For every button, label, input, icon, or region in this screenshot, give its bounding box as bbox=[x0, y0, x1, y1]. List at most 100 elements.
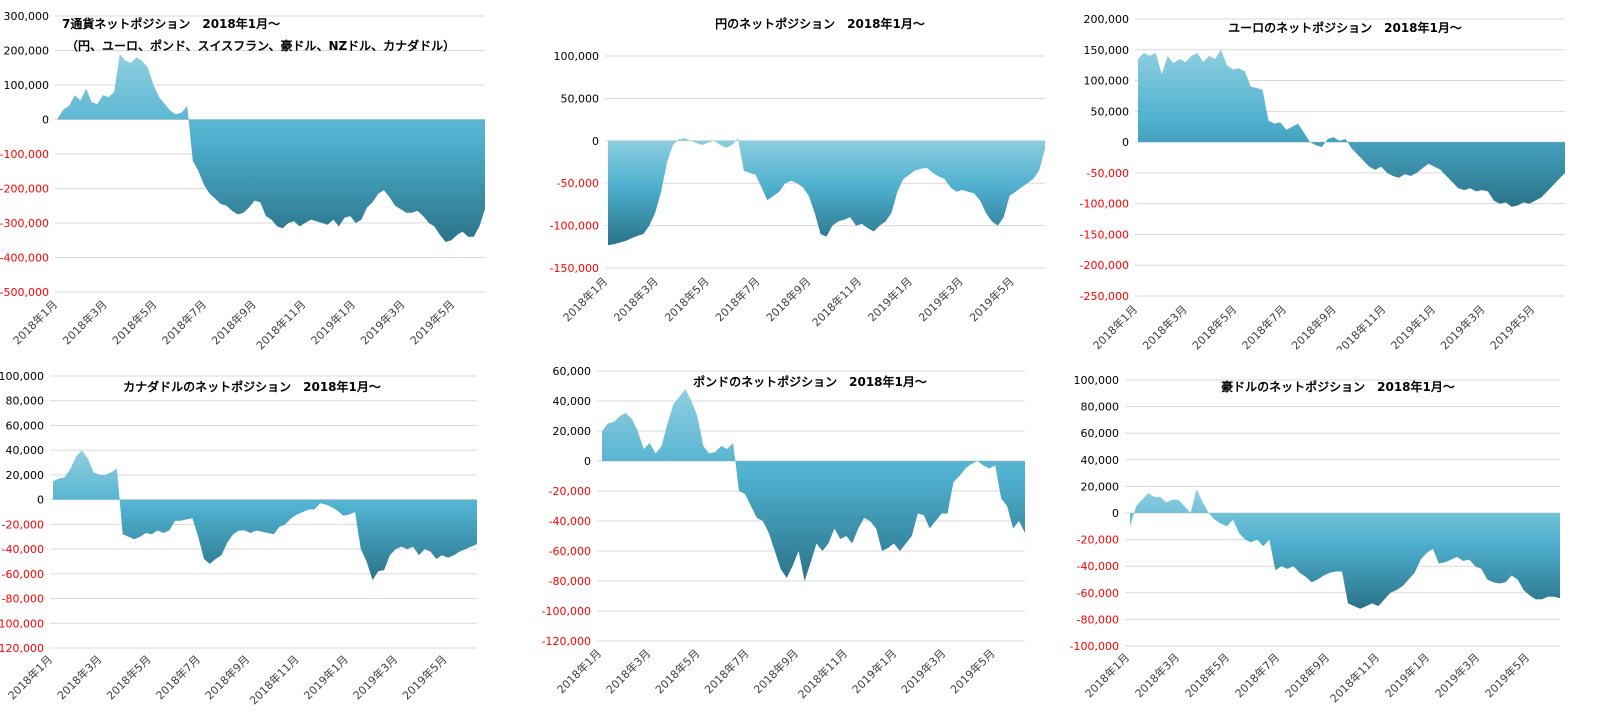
x-tick-label: 2018年11月 bbox=[809, 274, 864, 329]
y-tick-label: -150,000 bbox=[550, 262, 599, 275]
x-tick-label: 2018年11月 bbox=[1327, 650, 1382, 705]
x-tick-label: 2018年5月 bbox=[652, 646, 702, 696]
y-tick-label: 300,000 bbox=[4, 10, 50, 23]
y-tick-label: 200,000 bbox=[1084, 13, 1130, 26]
y-tick-label: -100,000 bbox=[0, 617, 44, 630]
chart-subtitle: （円、ユーロ、ポンド、スイスフラン、豪ドル、NZドル、カナダドル） bbox=[66, 38, 455, 53]
y-tick-label: 0 bbox=[37, 494, 44, 507]
y-tick-label: 20,000 bbox=[1081, 480, 1120, 493]
chart-title: ユーロのネットポジション 2018年1月～ bbox=[1228, 20, 1462, 35]
x-tick-label: 2018年7月 bbox=[701, 646, 751, 696]
y-tick-label: -60,000 bbox=[549, 545, 591, 558]
y-tick-label: -100,000 bbox=[1080, 198, 1129, 211]
y-tick-label: -500,000 bbox=[0, 286, 49, 299]
y-tick-label: 0 bbox=[1122, 136, 1129, 149]
x-tick-label: 2019年3月 bbox=[350, 652, 400, 702]
x-tick-label: 2018年7月 bbox=[159, 297, 209, 347]
net-position-area bbox=[602, 389, 1025, 581]
chart-3: 200,000 150,000 100,000 50,000 0 -50,000 -100,… bbox=[1080, 13, 1565, 350]
y-tick-label: -200,000 bbox=[0, 183, 49, 196]
y-tick-label: -80,000 bbox=[549, 575, 591, 588]
x-tick-label: 2019年3月 bbox=[1437, 302, 1487, 350]
y-tick-label: 0 bbox=[1112, 507, 1119, 520]
y-tick-label: -80,000 bbox=[1077, 613, 1119, 626]
y-tick-label: 100,000 bbox=[1074, 374, 1120, 387]
y-tick-label: 0 bbox=[592, 135, 599, 148]
net-position-area bbox=[53, 450, 477, 580]
x-tick-label: 2019年5月 bbox=[407, 297, 457, 347]
x-tick-label: 2018年1月 bbox=[554, 646, 604, 696]
x-tick-label: 2018年9月 bbox=[1289, 302, 1339, 350]
chart-title: カナダドルのネットポジション 2018年1月～ bbox=[123, 379, 381, 394]
y-tick-label: -20,000 bbox=[1077, 534, 1119, 547]
x-tick-label: 2018年3月 bbox=[54, 652, 104, 702]
x-tick-label: 2018年7月 bbox=[1239, 302, 1289, 350]
x-tick-label: 2018年1月 bbox=[1090, 302, 1140, 350]
chart-5: 60,000 40,000 20,000 0 -20,000 -40,000 -60,000… bbox=[542, 365, 1025, 701]
x-tick-label: 2018年7月 bbox=[712, 274, 762, 324]
x-tick-label: 2018年9月 bbox=[209, 297, 259, 347]
y-tick-label: -40,000 bbox=[1077, 560, 1119, 573]
chart-title: 7通貨ネットポジション 2018年1月～ bbox=[62, 16, 280, 31]
chart-6: 100,000 80,000 60,000 40,000 20,000 0 -20,000 -… bbox=[1070, 374, 1560, 705]
x-tick-label: 2018年5月 bbox=[109, 297, 159, 347]
y-tick-label: -300,000 bbox=[0, 217, 49, 230]
y-tick-label: -200,000 bbox=[1080, 259, 1129, 272]
x-tick-label: 2018年5月 bbox=[1189, 302, 1239, 350]
y-tick-label: 100,000 bbox=[4, 79, 50, 92]
x-tick-label: 2019年1月 bbox=[1382, 650, 1432, 700]
x-tick-label: 2018年5月 bbox=[104, 652, 154, 702]
chart-title: 豪ドルのネットポジション 2018年1月～ bbox=[1221, 379, 1455, 394]
y-tick-label: -50,000 bbox=[557, 177, 599, 190]
x-tick-label: 2018年9月 bbox=[202, 652, 252, 702]
chart-1: 300,000 200,000 100,000 0 -100,000 -200,000 -3… bbox=[0, 10, 485, 350]
y-tick-label: 80,000 bbox=[1081, 401, 1120, 414]
x-tick-label: 2018年1月 bbox=[1082, 650, 1132, 700]
y-tick-label: -20,000 bbox=[549, 485, 591, 498]
x-tick-label: 2019年3月 bbox=[898, 646, 948, 696]
y-tick-label: -250,000 bbox=[1080, 290, 1129, 303]
x-tick-label: 2018年3月 bbox=[1140, 302, 1190, 350]
y-tick-label: 0 bbox=[584, 455, 591, 468]
y-tick-label: 100,000 bbox=[554, 50, 600, 63]
y-tick-label: 60,000 bbox=[6, 419, 45, 432]
x-tick-label: 2019年1月 bbox=[301, 652, 351, 702]
x-tick-label: 2019年1月 bbox=[308, 297, 358, 347]
x-tick-label: 2018年3月 bbox=[611, 274, 661, 324]
chart-2: 100,00050,0000-50,000-100,000-150,000201… bbox=[550, 16, 1045, 329]
y-tick-label: 40,000 bbox=[1081, 454, 1120, 467]
x-tick-label: 2018年9月 bbox=[763, 274, 813, 324]
x-tick-label: 2018年5月 bbox=[662, 274, 712, 324]
x-tick-label: 2018年11月 bbox=[246, 652, 301, 707]
y-tick-label: -40,000 bbox=[549, 515, 591, 528]
x-tick-label: 2019年1月 bbox=[1388, 302, 1438, 350]
y-tick-label: 100,000 bbox=[0, 370, 44, 383]
y-tick-label: -150,000 bbox=[1080, 228, 1129, 241]
chart-title: 円のネットポジション 2018年1月～ bbox=[715, 16, 925, 31]
x-tick-label: 2018年7月 bbox=[153, 652, 203, 702]
y-tick-label: 20,000 bbox=[553, 425, 592, 438]
y-tick-label: -40,000 bbox=[2, 543, 44, 556]
y-tick-label: -50,000 bbox=[1087, 167, 1129, 180]
x-tick-label: 2019年3月 bbox=[1432, 650, 1482, 700]
x-tick-label: 2018年5月 bbox=[1182, 650, 1232, 700]
net-position-area bbox=[1130, 489, 1560, 609]
x-tick-label: 2019年5月 bbox=[1482, 650, 1532, 700]
net-position-area bbox=[1138, 49, 1565, 207]
x-tick-label: 2018年9月 bbox=[751, 646, 801, 696]
y-tick-label: 80,000 bbox=[6, 395, 45, 408]
x-tick-label: 2018年9月 bbox=[1282, 650, 1332, 700]
y-tick-label: -100,000 bbox=[542, 605, 591, 618]
y-tick-label: 0 bbox=[42, 114, 49, 127]
net-position-area bbox=[608, 138, 1045, 246]
y-tick-label: 60,000 bbox=[1081, 427, 1120, 440]
x-tick-label: 2018年1月 bbox=[5, 652, 55, 702]
y-tick-label: 150,000 bbox=[1084, 44, 1130, 57]
y-tick-label: -100,000 bbox=[1070, 640, 1119, 653]
x-tick-label: 2018年1月 bbox=[560, 274, 610, 324]
y-tick-label: 40,000 bbox=[553, 395, 592, 408]
y-tick-label: 100,000 bbox=[1084, 75, 1130, 88]
y-tick-label: -120,000 bbox=[542, 635, 591, 648]
y-tick-label: 50,000 bbox=[561, 92, 600, 105]
net-position-area bbox=[58, 54, 485, 242]
